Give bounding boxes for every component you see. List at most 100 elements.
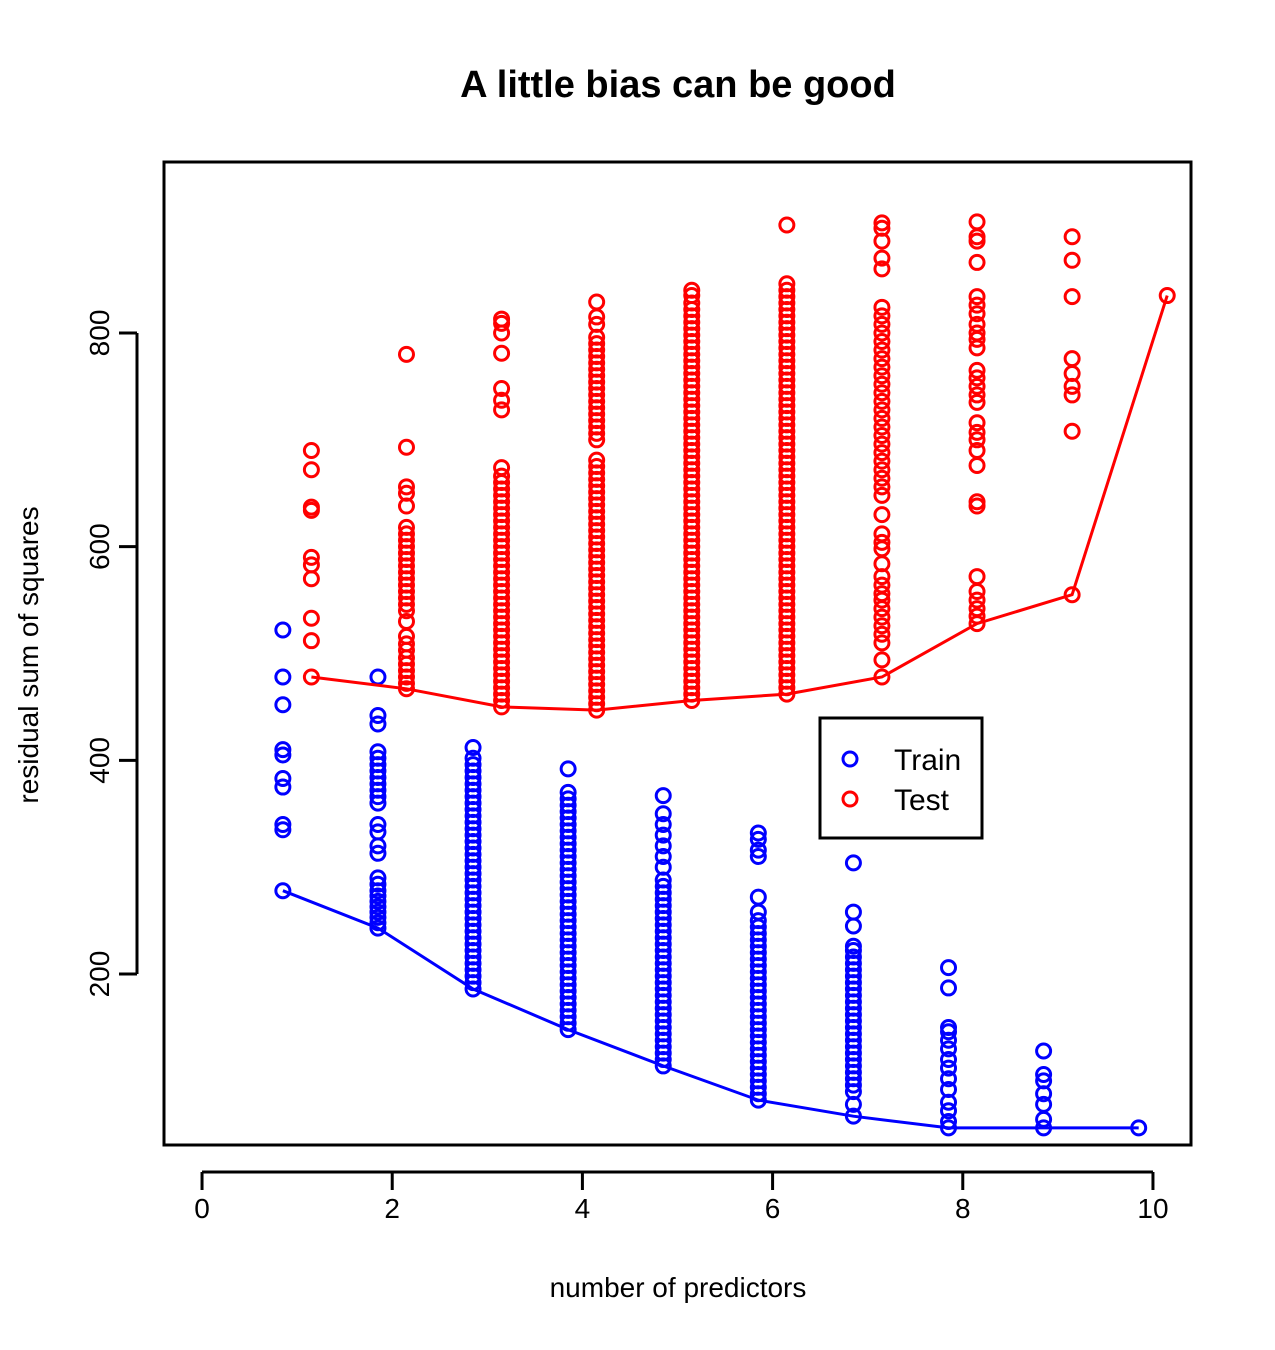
legend-box xyxy=(818,716,984,840)
data-point-train xyxy=(464,749,482,767)
data-point-train xyxy=(369,903,387,921)
data-point-test xyxy=(588,458,606,476)
series-line-test xyxy=(311,295,1169,712)
data-point-train xyxy=(844,1107,862,1125)
data-point-test xyxy=(873,409,891,427)
series-train xyxy=(274,621,1148,1137)
data-point-test xyxy=(397,345,415,363)
data-point-train xyxy=(369,914,387,932)
data-point-test xyxy=(778,216,796,234)
data-point-test xyxy=(968,414,986,432)
data-point-train xyxy=(559,783,577,801)
data-point-train xyxy=(1035,1095,1053,1113)
data-point-test xyxy=(873,651,891,669)
data-point-test xyxy=(778,275,796,293)
y-tick-label: 600 xyxy=(84,523,115,570)
data-point-train xyxy=(1035,1072,1053,1090)
data-point-test xyxy=(873,418,891,436)
data-point-train xyxy=(369,869,387,887)
data-point-train xyxy=(369,749,387,767)
data-point-test xyxy=(873,576,891,594)
data-point-train xyxy=(749,824,767,842)
data-point-train xyxy=(940,1040,958,1058)
data-point-test xyxy=(873,384,891,402)
data-point-test xyxy=(968,600,986,618)
data-point-train xyxy=(749,912,767,930)
data-point-train xyxy=(940,1080,958,1098)
data-point-test xyxy=(873,608,891,626)
x-tick-label: 0 xyxy=(194,1193,210,1224)
y-tick-label: 400 xyxy=(84,737,115,784)
data-point-test xyxy=(493,467,511,485)
data-point-test xyxy=(873,435,891,453)
data-point-test xyxy=(493,401,511,419)
legend-test-marker xyxy=(841,790,859,808)
data-point-test xyxy=(493,344,511,362)
x-tick-label: 2 xyxy=(384,1193,400,1224)
data-point-test xyxy=(302,556,320,574)
data-point-test xyxy=(873,358,891,376)
data-point-test xyxy=(873,341,891,359)
data-point-test xyxy=(873,392,891,410)
data-point-train xyxy=(654,826,672,844)
data-point-train xyxy=(464,739,482,757)
data-point-train xyxy=(369,887,387,905)
data-point-test xyxy=(873,585,891,603)
data-point-test xyxy=(873,625,891,643)
data-point-train xyxy=(369,668,387,686)
data-point-test xyxy=(968,288,986,306)
data-point-test xyxy=(873,324,891,342)
data-point-train xyxy=(654,858,672,876)
data-point-test xyxy=(873,506,891,524)
data-point-train xyxy=(940,1119,958,1137)
data-point-test xyxy=(873,315,891,333)
data-point-test xyxy=(873,444,891,462)
data-point-test xyxy=(873,478,891,496)
data-point-train xyxy=(940,979,958,997)
data-point-train xyxy=(844,917,862,935)
data-point-train xyxy=(1035,1110,1053,1128)
data-point-test xyxy=(873,307,891,325)
data-point-test xyxy=(493,310,511,328)
data-point-test xyxy=(302,548,320,566)
data-point-test xyxy=(302,632,320,650)
data-point-train xyxy=(274,668,292,686)
data-point-test xyxy=(968,305,986,323)
data-point-test xyxy=(1063,350,1081,368)
data-point-test xyxy=(873,427,891,445)
data-point-test xyxy=(873,533,891,551)
data-point-train xyxy=(369,844,387,862)
y-tick-label: 200 xyxy=(84,951,115,998)
data-point-train xyxy=(940,1018,958,1036)
data-point-test xyxy=(1158,287,1176,305)
data-point-train xyxy=(369,919,387,937)
data-point-test xyxy=(968,591,986,609)
data-point-train xyxy=(369,743,387,761)
data-point-test xyxy=(493,380,511,398)
data-point-test xyxy=(397,680,415,698)
data-point-train xyxy=(369,715,387,733)
data-point-test xyxy=(1063,422,1081,440)
data-point-test xyxy=(873,634,891,652)
data-point-train xyxy=(274,821,292,839)
data-point-train xyxy=(274,882,292,900)
data-point-train xyxy=(654,805,672,823)
data-point-train xyxy=(940,1102,958,1120)
data-point-train xyxy=(654,877,672,895)
data-point-train xyxy=(274,746,292,764)
data-point-test xyxy=(968,423,986,441)
data-point-test xyxy=(873,461,891,479)
data-point-test xyxy=(968,456,986,474)
data-point-train xyxy=(1035,1119,1053,1137)
data-point-train xyxy=(940,1070,958,1088)
data-point-train xyxy=(654,787,672,805)
data-point-test xyxy=(873,333,891,351)
data-point-train xyxy=(274,770,292,788)
x-axis-label: number of predictors xyxy=(550,1272,807,1303)
data-point-train xyxy=(654,815,672,833)
data-point-test xyxy=(588,315,606,333)
data-point-test xyxy=(778,281,796,299)
data-point-test xyxy=(968,213,986,231)
data-point-test xyxy=(968,315,986,333)
